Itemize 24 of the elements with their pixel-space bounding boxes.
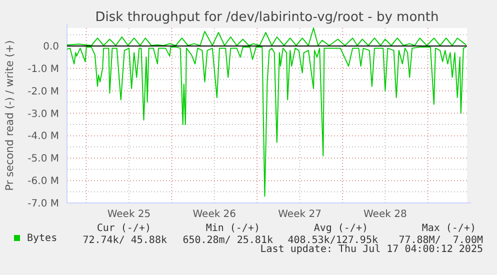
y-tick-label: -2.0 M xyxy=(28,86,59,98)
text: Cur (-/+) xyxy=(96,223,151,234)
y-tick-label: -5.0 M xyxy=(28,154,59,165)
y-tick-label: -1.0 M xyxy=(28,64,59,75)
text: Avg (-/+) xyxy=(314,223,368,234)
y-tick-label: -3.0 M xyxy=(28,108,59,120)
text: 72.74k/ 45.88k xyxy=(82,235,167,246)
chart-title: Disk throughput for /dev/labirinto-vg/root - by month xyxy=(95,10,439,25)
text: 650.28m/ 25.81k xyxy=(182,235,273,246)
y-tick-label: 0.0 xyxy=(43,41,59,52)
text: Last update: Thu Jul 17 04:00:12 2025 xyxy=(260,244,483,255)
x-tick-label: Week 25 xyxy=(107,209,151,220)
text: 77.88M/ 7.00M xyxy=(398,235,483,246)
legend-label: Bytes xyxy=(27,233,58,244)
y-tick-label: -6.0 M xyxy=(28,176,59,188)
y-tick-label: -7.0 M xyxy=(28,198,59,210)
y-tick-label: -4.0 M xyxy=(28,131,59,142)
text: Max (-/+) xyxy=(422,223,476,234)
text: 408.53k/127.95k xyxy=(288,235,378,246)
x-tick-label: Week 26 xyxy=(192,209,236,220)
x-tick-label: Week 28 xyxy=(364,209,407,220)
y-axis-title: Pr second read (-) / write (+) xyxy=(4,40,16,191)
text: Min (-/+) xyxy=(206,223,260,234)
x-tick-label: Week 27 xyxy=(278,209,322,220)
